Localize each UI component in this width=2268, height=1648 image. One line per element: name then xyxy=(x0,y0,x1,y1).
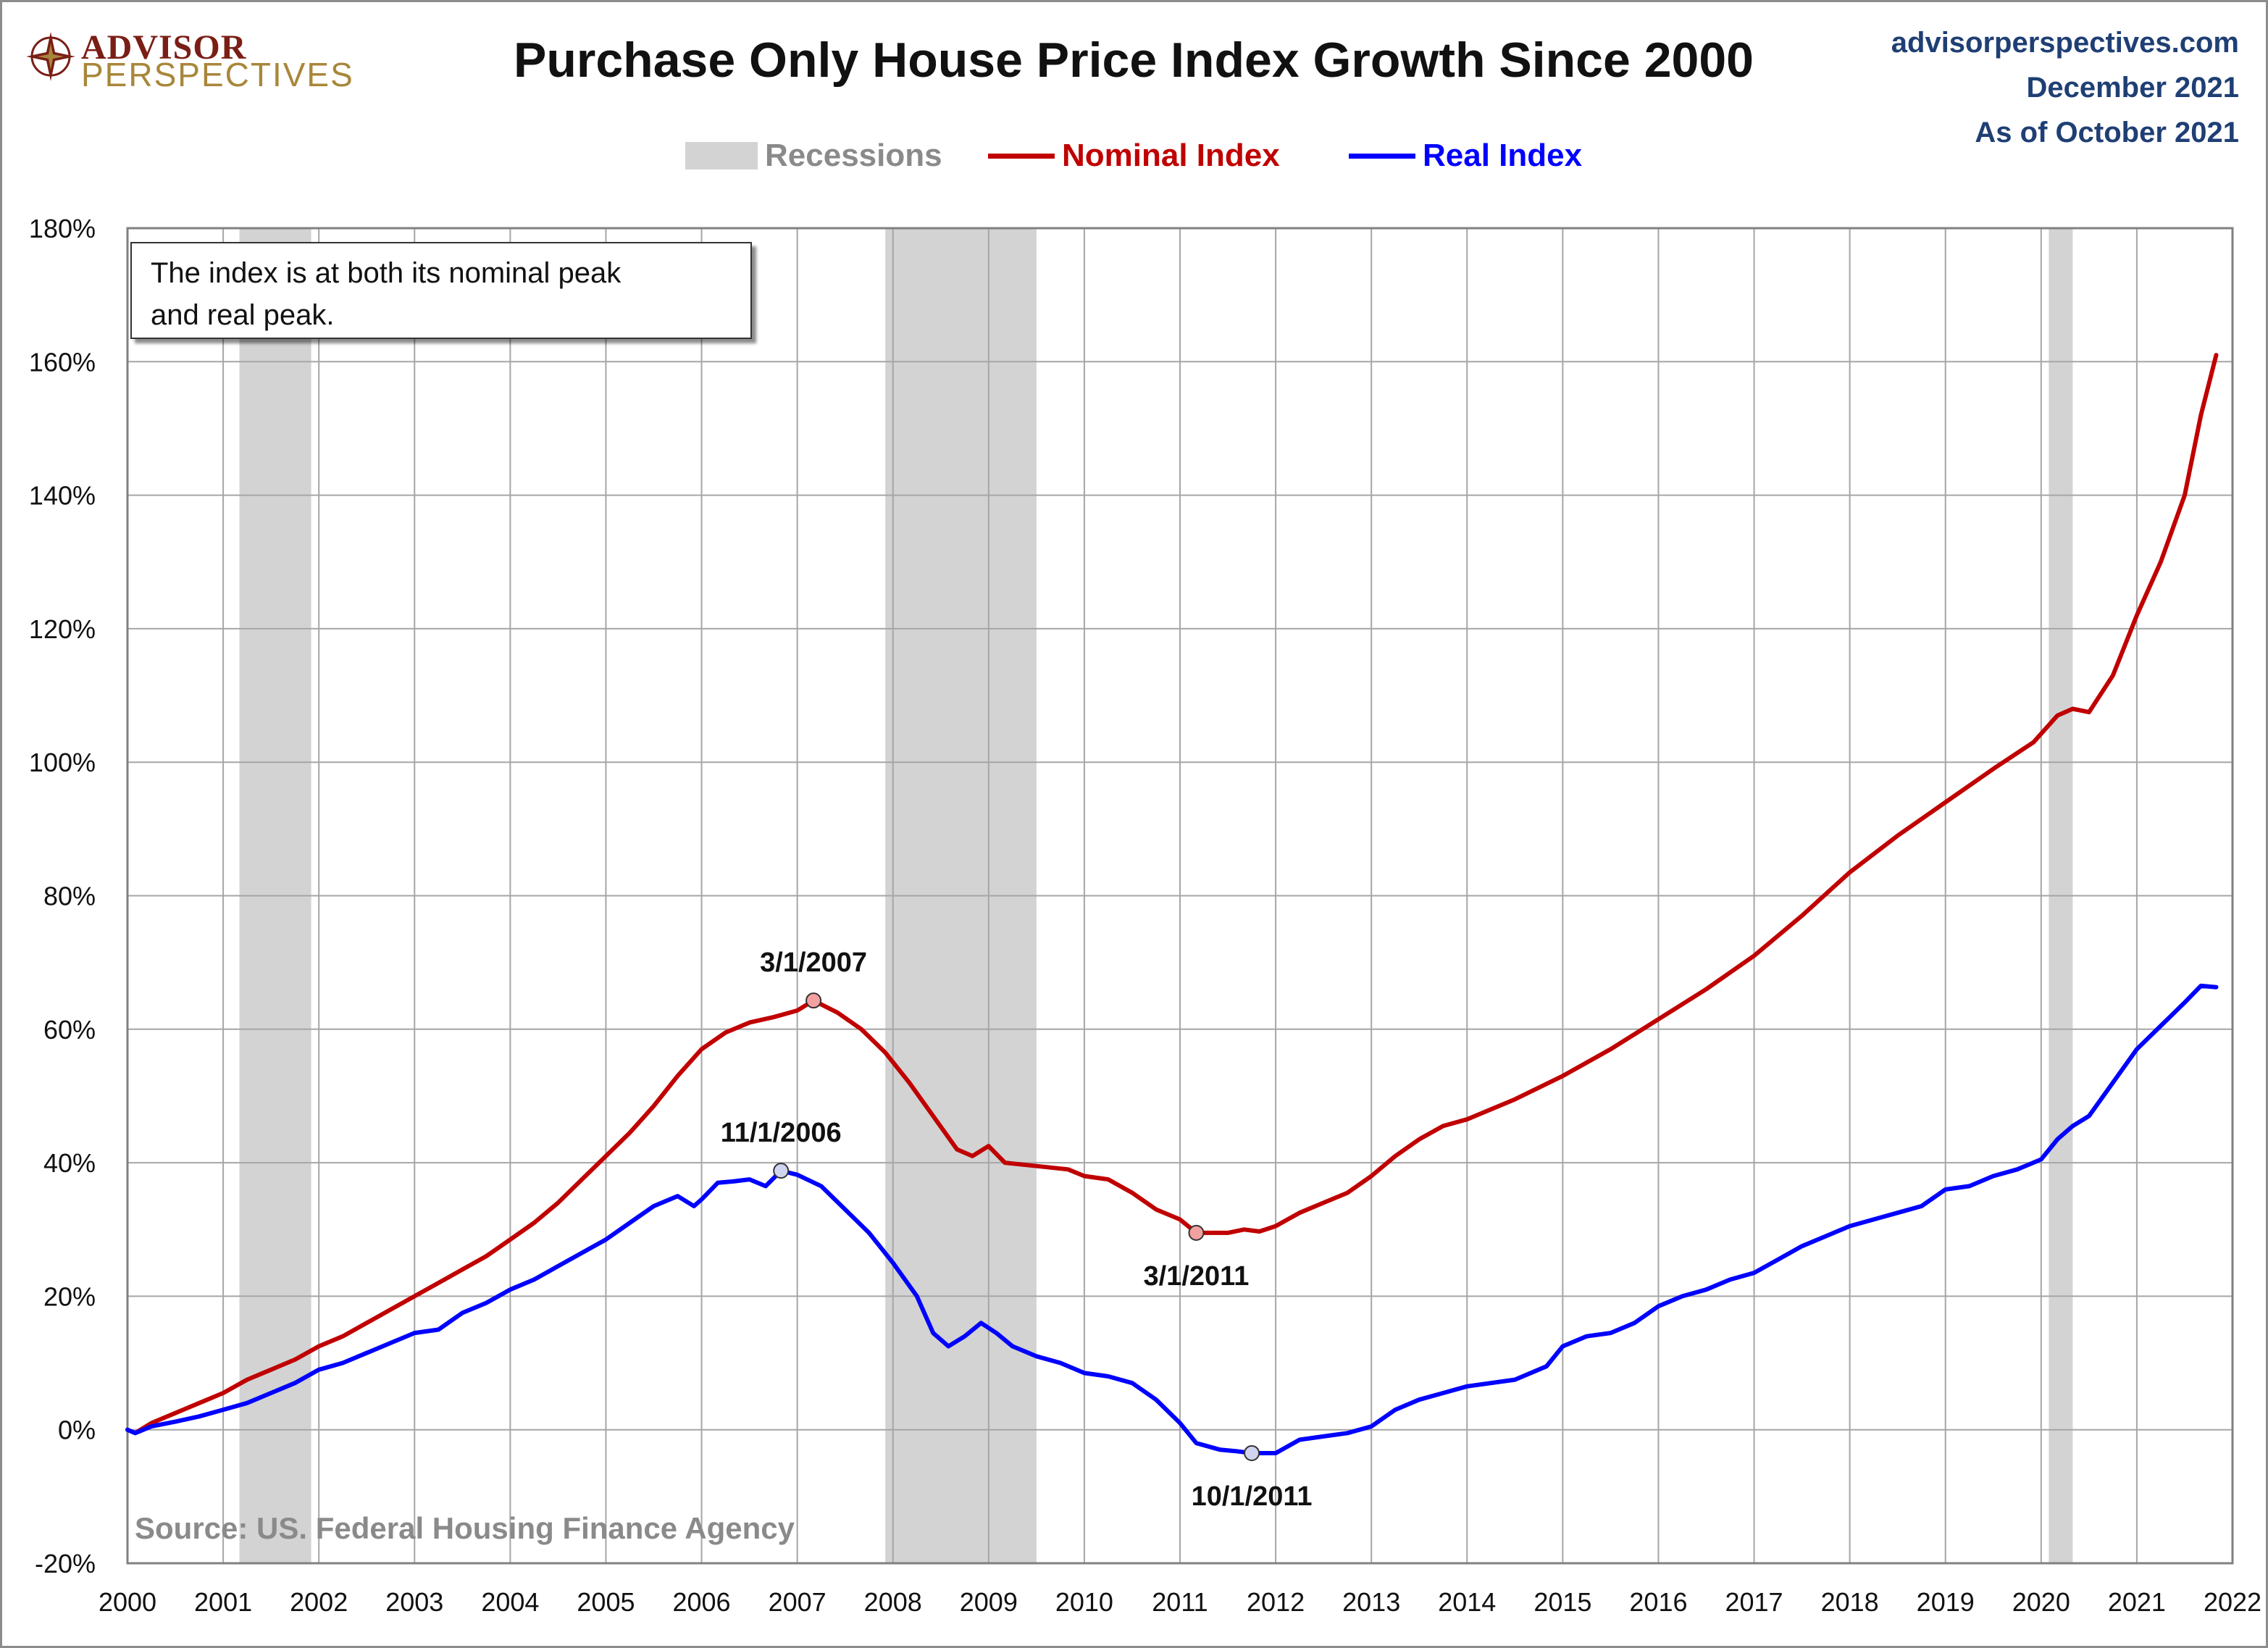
chart-title: Purchase Only House Price Index Growth S… xyxy=(514,33,1754,88)
note-line-2: and real peak. xyxy=(151,299,335,331)
x-tick-label: 2003 xyxy=(385,1587,443,1617)
x-tick-label: 2020 xyxy=(2012,1587,2070,1617)
y-tick-label: 20% xyxy=(43,1281,96,1311)
legend-swatch-real xyxy=(1349,153,1415,159)
y-tick-label: 180% xyxy=(29,214,96,243)
y-tick-label: 140% xyxy=(29,481,96,511)
x-tick-label: 2021 xyxy=(2108,1587,2166,1617)
x-tick-label: 2018 xyxy=(1821,1587,1879,1617)
y-tick-label: 160% xyxy=(29,347,96,377)
x-tick-label: 2002 xyxy=(290,1587,348,1617)
y-tick-label: 0% xyxy=(58,1415,96,1445)
source-note: Source: US. Federal Housing Finance Agen… xyxy=(135,1511,795,1545)
x-tick-label: 2017 xyxy=(1725,1587,1783,1617)
y-tick-label: 80% xyxy=(43,882,96,911)
y-tick-label: 120% xyxy=(29,614,96,644)
annotations: 3/1/2007 11/1/2006 3/1/2011 10/1/2011 xyxy=(721,948,1313,1512)
x-tick-label: 2000 xyxy=(99,1587,156,1617)
annotation-marker xyxy=(1188,1224,1205,1241)
series-line-nominal-index xyxy=(125,353,2219,1436)
annotation-marker xyxy=(805,992,822,1009)
logo-text-perspectives: PERSPECTIVES xyxy=(81,56,354,93)
legend-item-recessions: Recessions xyxy=(685,130,942,181)
x-tick-label: 2008 xyxy=(864,1587,922,1617)
publish-date: December 2021 xyxy=(2026,72,2239,104)
x-tick-label: 2007 xyxy=(769,1587,827,1617)
x-tick-label: 2015 xyxy=(1533,1587,1591,1617)
axis-tick-labels: -20% 0% 20% 40% 60% 80% 100% 120% 140% 160% 180% 20… xyxy=(29,214,2261,1617)
x-tick-label: 2014 xyxy=(1438,1587,1496,1617)
annotation-label: 11/1/2006 xyxy=(721,1118,842,1148)
peak-note-box: The index is at both its nominal peak an… xyxy=(130,242,752,339)
legend-label-recessions: Recessions xyxy=(765,138,942,173)
x-tick-label: 2001 xyxy=(194,1587,252,1617)
x-tick-label: 2013 xyxy=(1342,1587,1400,1617)
x-tick-label: 2022 xyxy=(2204,1587,2261,1617)
x-tick-label: 2004 xyxy=(481,1587,539,1617)
x-tick-label: 2010 xyxy=(1055,1587,1113,1617)
logo-text-advisor: ADVISOR xyxy=(81,28,247,67)
y-tick-label: 40% xyxy=(43,1148,96,1178)
annotation-label: 10/1/2011 xyxy=(1192,1481,1313,1512)
series-line-real-index xyxy=(125,983,2219,1455)
x-tick-label: 2006 xyxy=(672,1587,730,1617)
y-tick-label: -20% xyxy=(35,1549,96,1578)
site-name: advisorperspectives.com xyxy=(1891,27,2239,59)
annotation-label: 3/1/2007 xyxy=(760,948,867,978)
legend-label-real: Real Index xyxy=(1423,138,1583,173)
legend-item-nominal: Nominal Index xyxy=(988,130,1280,181)
legend-swatch-recessions xyxy=(685,142,758,170)
annotation-label: 3/1/2011 xyxy=(1144,1261,1250,1292)
x-tick-label: 2011 xyxy=(1152,1587,1208,1617)
advisor-perspectives-logo: ADVISOR PERSPECTIVES xyxy=(25,28,353,93)
x-tick-label: 2009 xyxy=(960,1587,1018,1617)
y-tick-label: 60% xyxy=(43,1015,96,1045)
annotation-marker xyxy=(773,1163,790,1179)
y-tick-label: 100% xyxy=(29,748,96,777)
legend-swatch-nominal xyxy=(988,153,1055,159)
x-tick-label: 2016 xyxy=(1629,1587,1687,1617)
note-line-1: The index is at both its nominal peak xyxy=(151,257,622,289)
compass-rose-icon xyxy=(26,32,75,81)
x-tick-label: 2019 xyxy=(1917,1587,1975,1617)
legend-item-real: Real Index xyxy=(1349,130,1582,181)
legend-label-nominal: Nominal Index xyxy=(1062,138,1280,173)
gridlines xyxy=(127,228,2233,1563)
legend: Recessions Nominal Index Real Index xyxy=(0,130,2268,181)
series-lines xyxy=(125,353,2219,1455)
x-tick-label: 2005 xyxy=(577,1587,635,1617)
header-info: advisorperspectives.com December 2021 As… xyxy=(1891,20,2239,155)
annotation-marker xyxy=(1244,1444,1260,1461)
as-of-date: As of October 2021 xyxy=(1975,117,2239,149)
x-tick-label: 2012 xyxy=(1247,1587,1305,1617)
plot-area xyxy=(126,227,2234,1565)
